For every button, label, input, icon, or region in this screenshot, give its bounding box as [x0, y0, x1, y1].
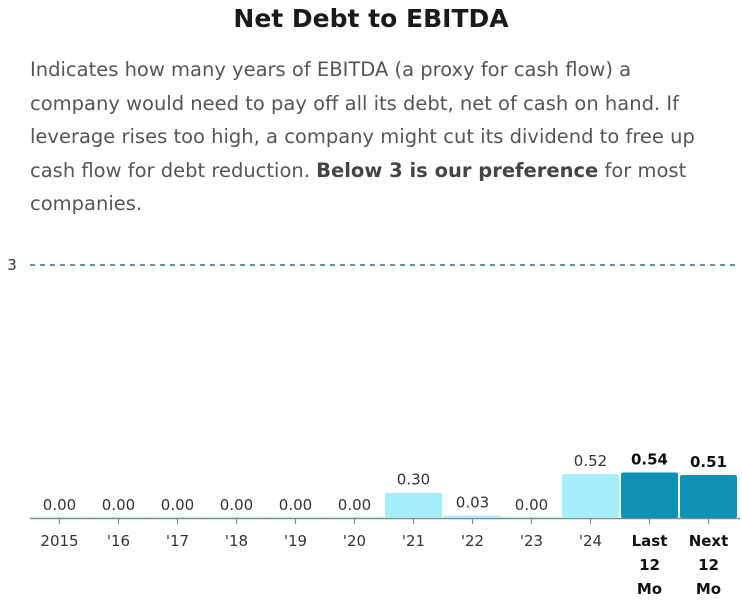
bar-2 — [149, 517, 206, 518]
x-tick-labels-group: 2015'16'17'18'19'20'21'22'23'24 Last 12 MoN… — [40, 518, 728, 598]
x-tick-label-line: '20 — [343, 532, 366, 550]
value-label-2: 0.00 — [161, 496, 194, 514]
bar-4 — [267, 517, 324, 518]
value-label-9: 0.52 — [574, 452, 607, 470]
reference-line-label: 3 — [7, 256, 17, 274]
bar-9 — [562, 474, 619, 518]
x-tick-label-11: Next 12 Mo — [689, 532, 729, 598]
x-tick-label-line: '18 — [225, 532, 248, 550]
value-label-5: 0.00 — [338, 496, 371, 514]
x-tick-label-2: '17 — [166, 532, 189, 550]
value-label-3: 0.00 — [220, 496, 253, 514]
value-labels-group: 0.00 0.00 0.00 0.00 0.00 0.00 0.30 0.03 0.00 0.52… — [43, 450, 727, 514]
x-tick-label-line: '19 — [284, 532, 307, 550]
x-tick-label-line: '16 — [107, 532, 130, 550]
chart-title: Net Debt to EBITDA — [233, 4, 509, 33]
description-text-end: for most companies. — [30, 158, 687, 216]
x-tick-label-line: '21 — [402, 532, 425, 550]
x-tick-label-6: '21 — [402, 532, 425, 550]
value-label-4: 0.00 — [279, 496, 312, 514]
x-tick-label-line: '24 — [579, 532, 602, 550]
x-tick-label-line: '17 — [166, 532, 189, 550]
x-tick-label-line: Mo — [696, 580, 721, 598]
bar-8 — [503, 517, 560, 518]
value-label-6: 0.30 — [397, 471, 430, 489]
value-label-10: 0.54 — [631, 450, 668, 468]
reference-line-group: 3 — [7, 256, 740, 274]
x-tick-label-line: '22 — [461, 532, 484, 550]
x-tick-label-9: '24 — [579, 532, 602, 550]
value-label-7: 0.03 — [456, 493, 489, 511]
bar-1 — [90, 517, 147, 518]
bar-3 — [208, 517, 265, 518]
x-tick-label-10: Last 12 Mo — [632, 532, 668, 598]
x-tick-label-4: '19 — [284, 532, 307, 550]
x-tick-label-7: '22 — [461, 532, 484, 550]
bar-0 — [31, 517, 88, 518]
chart-description: Indicates how many years of EBITDA (a pr… — [30, 53, 720, 221]
x-tick-label-line: Mo — [637, 580, 662, 598]
description-text: Indicates how many years of EBITDA (a pr… — [30, 58, 695, 182]
x-tick-label-line: Last — [632, 532, 668, 550]
x-tick-label-1: '16 — [107, 532, 130, 550]
x-tick-label-5: '20 — [343, 532, 366, 550]
x-tick-label-0: 2015 — [40, 532, 78, 550]
x-tick-label-3: '18 — [225, 532, 248, 550]
x-tick-label-line: Next — [689, 532, 729, 550]
bars-group — [31, 472, 737, 518]
x-tick-label-line: 12 — [698, 556, 719, 574]
bar-10 — [621, 472, 678, 518]
bar-5 — [326, 517, 383, 518]
value-label-0: 0.00 — [43, 496, 76, 514]
x-tick-label-8: '23 — [520, 532, 543, 550]
bar-11 — [680, 474, 737, 518]
x-tick-label-line: '23 — [520, 532, 543, 550]
value-label-11: 0.51 — [690, 453, 727, 471]
x-tick-label-line: 12 — [639, 556, 660, 574]
value-label-1: 0.00 — [102, 496, 135, 514]
x-tick-label-line: 2015 — [40, 532, 78, 550]
bar-6 — [385, 492, 442, 518]
description-emphasis: Below 3 is our preference — [316, 158, 599, 182]
bar-7 — [444, 515, 501, 518]
value-label-8: 0.00 — [515, 496, 548, 514]
